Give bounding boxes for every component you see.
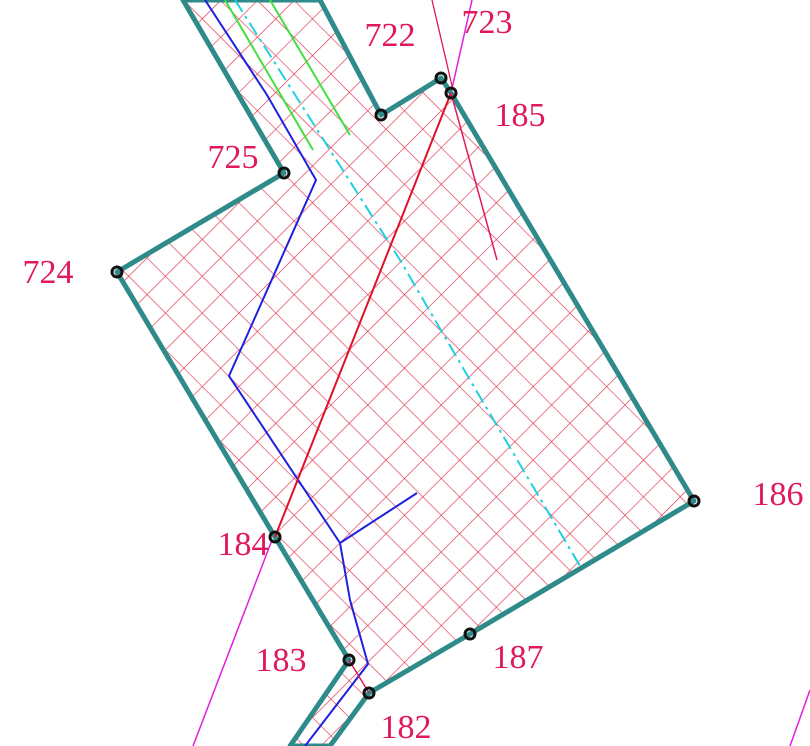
point-label: 722	[365, 17, 416, 54]
point-label: 182	[381, 709, 432, 746]
point-label: 723	[462, 4, 513, 41]
point-label: 183	[256, 642, 307, 679]
point-label: 185	[495, 97, 546, 134]
point-label: 184	[218, 526, 269, 563]
point-label: 187	[493, 639, 544, 676]
point-label: 725	[208, 139, 259, 176]
vertices	[110, 71, 701, 700]
point-label: 186	[753, 476, 804, 513]
point-label: 724	[23, 254, 74, 291]
parcel	[114, 0, 697, 746]
reference-lines	[192, 0, 810, 746]
